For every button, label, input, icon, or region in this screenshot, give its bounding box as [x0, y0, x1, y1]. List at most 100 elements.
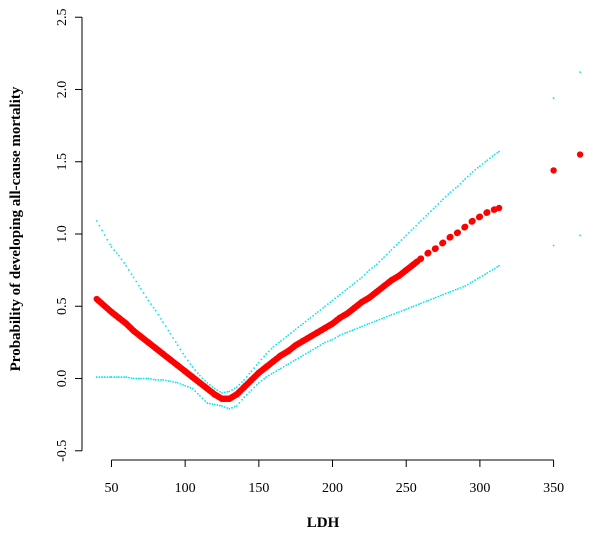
ci-upper-point [434, 205, 437, 208]
ci-upper-point [393, 246, 396, 249]
ci-upper-point [422, 217, 425, 220]
ci-upper-point [152, 306, 155, 309]
ci-upper-point [137, 284, 140, 287]
ci-upper-point [452, 189, 454, 191]
ci-lower-point [233, 405, 236, 408]
ci-upper-point [204, 379, 207, 382]
ci-upper-point [162, 321, 164, 324]
ci-lower-point [263, 377, 266, 380]
ci-lower-point [292, 360, 295, 362]
ci-upper-point [209, 384, 211, 386]
estimate-point [495, 204, 503, 212]
x-axis-title: LDH [307, 515, 340, 531]
ci-lower-point [405, 308, 408, 311]
ci-lower-point [338, 334, 341, 337]
ci-upper-point [160, 318, 162, 320]
ci-lower-point [117, 376, 120, 378]
ci-upper-point [270, 347, 273, 350]
ci-lower-point [440, 294, 442, 297]
x-tick-label: 100 [175, 481, 196, 496]
y-tick-label: 1.5 [55, 153, 70, 171]
ci-lower-point [449, 290, 452, 293]
ci-lower-point [115, 376, 118, 378]
ci-upper-point [326, 303, 329, 306]
ci-upper-point [233, 387, 236, 390]
ci-upper-point [223, 391, 226, 394]
ci-lower-point [373, 320, 376, 323]
ci-lower-point [314, 347, 317, 349]
ci-upper-point [378, 260, 381, 263]
ci-upper-point [290, 332, 292, 334]
ci-lower-point [359, 326, 361, 329]
ci-upper-point [191, 366, 194, 368]
ci-upper-point [130, 273, 133, 276]
ci-upper-point [216, 389, 219, 392]
ci-lower-point [142, 377, 145, 380]
ci-lower-point [420, 302, 422, 305]
ci-lower-point [361, 325, 363, 328]
ci-lower-point [478, 276, 481, 279]
ci-upper-point [338, 293, 341, 296]
ci-lower-point [228, 407, 231, 410]
ci-lower-point [147, 377, 150, 380]
ci-lower-point [162, 379, 164, 381]
ci-upper-point [280, 340, 282, 342]
ci-lower-point [196, 392, 199, 395]
ci-lower-point [442, 293, 444, 296]
ci-upper-point [462, 180, 464, 183]
ci-lower-point [285, 364, 288, 367]
ci-upper-point [366, 271, 369, 274]
ci-lower-point [302, 354, 304, 357]
ci-upper-point [113, 249, 116, 252]
ci-upper-point [238, 383, 241, 386]
ci-lower-point [309, 350, 312, 352]
ci-upper-point [285, 335, 288, 338]
ci-lower-point [282, 365, 285, 368]
ci-lower-point [304, 352, 307, 355]
ci-lower-point [113, 376, 116, 378]
ci-upper-point [307, 318, 310, 321]
ci-upper-point [449, 191, 452, 193]
ci-upper-point [194, 369, 197, 371]
ci-lower-point [375, 319, 378, 322]
ci-upper-point [157, 313, 160, 316]
ci-upper-point [425, 214, 428, 217]
ci-lower-point [160, 379, 162, 381]
ci-lower-point [363, 324, 366, 327]
ci-lower-point [371, 321, 373, 324]
ci-lower-point [250, 389, 253, 391]
ci-lower-point [255, 383, 258, 386]
ci-upper-point [309, 316, 312, 319]
ci-lower-point [243, 396, 246, 399]
ci-upper-point [226, 391, 229, 393]
ci-lower-point [434, 296, 437, 299]
ci-upper-point [324, 305, 327, 308]
estimate-point [484, 209, 491, 216]
ci-lower-point [353, 328, 356, 331]
ci-upper-point [150, 303, 152, 306]
ci-lower-point [191, 387, 194, 390]
ci-upper-point [206, 381, 209, 384]
ci-upper-point [219, 390, 221, 393]
ci-lower-point [186, 385, 189, 388]
x-tick-label: 150 [248, 481, 269, 496]
ci-upper-point [189, 363, 192, 366]
ci-lower-point [474, 279, 477, 282]
ci-lower-point [349, 330, 351, 333]
ci-upper-point [98, 224, 101, 227]
ci-upper-point [481, 163, 484, 165]
ci-lower-point [300, 355, 302, 358]
estimate-point [469, 217, 476, 225]
ci-lower-point [430, 298, 432, 301]
ci-lower-point [471, 280, 474, 283]
ci-lower-point [248, 391, 251, 393]
ci-upper-point [142, 292, 145, 294]
ci-upper-point [466, 175, 469, 178]
y-axis-ticks: -0.5 0.0 0.5 1.0 1.5 2.0 2.5 [55, 8, 82, 462]
ci-lower-point [132, 377, 135, 380]
ci-lower-point [427, 299, 430, 302]
ci-upper-point [420, 220, 422, 222]
ci-lower-point [324, 341, 327, 344]
ci-lower-point [127, 376, 130, 379]
ci-lower-point [204, 400, 207, 402]
